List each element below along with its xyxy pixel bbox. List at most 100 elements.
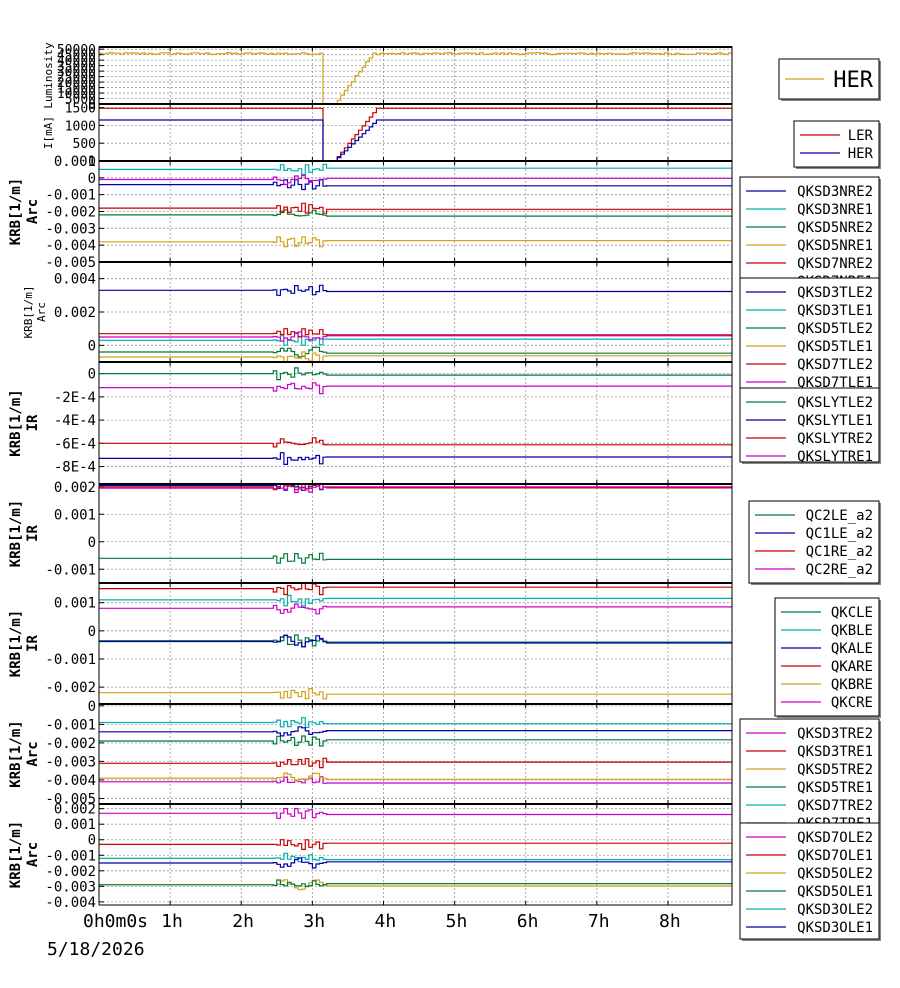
y-tick-label: -0.004 (45, 238, 96, 254)
y-axis-label-2: IR (25, 635, 41, 652)
legend-label: QKSD5TLE1 (797, 339, 873, 355)
x-tick-label: 2h (232, 911, 254, 932)
series-line-qkslytre1 (99, 382, 732, 395)
legend-cur: LER HER (793, 120, 881, 169)
legend-box (739, 277, 880, 397)
legend-label: QKCLE (831, 605, 873, 621)
panel-frame (98, 46, 733, 105)
y-axis-label: KRB[1/m] (8, 389, 24, 456)
legend-label: QKSD3NRE1 (797, 202, 873, 218)
y-tick-label: -0.003 (45, 221, 96, 237)
legend-label: QKSD7TLE2 (797, 357, 873, 373)
x-tick-label: 5h (446, 911, 468, 932)
x-tick-label: 6h (517, 911, 539, 932)
panel-ir1: 0 -2E-4 -4E-4 -6E-4 -8E-4 KRB[1/m] IR (8, 361, 733, 485)
y-axis-label-2: Arc (25, 199, 41, 224)
series-line-qksd3ole1 (99, 857, 732, 869)
y-tick-label: 15000 (57, 82, 96, 97)
legend-label: QKSLYTLE1 (797, 413, 873, 429)
series-line-qksd7nre2 (99, 202, 732, 214)
y-tick-label: -2E-4 (54, 390, 96, 406)
x-tick-label: 1h (161, 911, 183, 932)
legend-label: QKSD3OLE1 (797, 920, 873, 936)
series-line-qksd5tre2 (99, 772, 732, 782)
y-tick-label: 1500 (65, 102, 96, 117)
y-tick-label: 0 (88, 98, 96, 113)
panel-cur: 0 500 1000 1500 I[mA] (42, 102, 733, 170)
legend-ir1: QKSLYTLE2 QKSLYTLE1 QKSLYTRE2 QKSLYTRE1 (739, 387, 881, 465)
legend-label: HER (833, 68, 873, 93)
y-tick-label: -0.005 (45, 791, 96, 807)
y-axis-label: Luminosity (42, 42, 55, 109)
y-tick-label: -0.004 (45, 773, 96, 789)
legend-label: QKSD3NRE2 (797, 184, 873, 200)
series-line-qksd5tle2 (99, 346, 732, 358)
series-line-ler (99, 107, 732, 162)
y-tick-label: -6E-4 (54, 436, 96, 452)
legend-label: QKSD7OLE2 (797, 830, 873, 846)
legend-label: LER (848, 128, 874, 144)
legend-box (739, 387, 880, 463)
series-line-her (99, 119, 732, 162)
legend-ir2: QC2LE_a2 QC1LE_a2 QC1RE_a2 QC2RE_a2 (748, 500, 881, 585)
series-line-qksd7nre1 (99, 174, 732, 186)
series-line-qksd5tre1 (99, 735, 732, 747)
series-line-qksd7ole2 (99, 808, 732, 819)
y-tick-label: -0.002 (45, 736, 96, 752)
y-tick-label: 0.001 (54, 154, 96, 170)
series-line-qkare (99, 582, 732, 596)
legend-label: QKSD7OLE1 (797, 848, 873, 864)
legend-label: QKSD5TRE1 (797, 780, 873, 796)
legend-box (739, 176, 880, 286)
y-tick-label: 0 (88, 624, 96, 640)
y-tick-label: 0.002 (54, 802, 96, 818)
y-tick-label: -0.001 (45, 652, 96, 668)
panel-frame (98, 483, 733, 584)
legend-label: QKSD5NRE2 (797, 220, 873, 236)
y-tick-label: 0.004 (54, 272, 96, 288)
legend-label: QKSD5OLE1 (797, 884, 873, 900)
panel-frame (98, 103, 733, 162)
y-tick-label: 30000 (57, 65, 96, 80)
legend-label: QKBRE (831, 677, 873, 693)
y-tick-label: -0.001 (45, 848, 96, 864)
series-line-qksd5tle1 (99, 351, 732, 363)
series-line-qksd7tre1 (99, 726, 732, 737)
legend-label: QKSLYTLE2 (797, 395, 873, 411)
series-line-qksd3tre2 (99, 776, 732, 784)
x-tick-label: 8h (659, 911, 681, 932)
series-line-qksd7tre2 (99, 717, 732, 728)
legend-box (739, 718, 880, 840)
legend-label: QKSD3TLE1 (797, 303, 873, 319)
x-tick-label: 7h (588, 911, 610, 932)
legend-box (774, 597, 880, 717)
legend-label: QKSD5NRE1 (797, 238, 873, 254)
panel-arc2: 0.004 0.002 0 KRB[1/m] Arc (22, 261, 733, 363)
legend-arc3: QKSD3TRE2 QKSD3TRE1 QKSD5TRE2 QKSD5TRE1 QKSD… (739, 718, 881, 841)
series-line-qksd3tle2 (99, 284, 732, 296)
legend-lum: HER (778, 58, 881, 101)
y-tick-label: 0 (88, 367, 96, 383)
series-line-qksd3ole2 (99, 852, 732, 863)
legend-arc1: QKSD3NRE2 QKSD3NRE1 QKSD5NRE2 QKSD5NRE1 QKSD… (739, 176, 881, 290)
legend-label: QKSLYTRE1 (797, 449, 873, 465)
series-line-qc1re-a2 (99, 483, 732, 491)
y-tick-label: -0.002 (45, 864, 96, 880)
y-tick-label: 20000 (57, 76, 96, 91)
date-label: 5/18/2026 (47, 939, 145, 960)
series-line-qkcre (99, 603, 732, 615)
series-line-qksd5nre1 (99, 236, 732, 248)
series-line-qkcle (99, 634, 732, 648)
y-tick-label: 0 (88, 171, 96, 187)
series-line-qkslytre2 (99, 437, 732, 448)
y-tick-label: -0.002 (45, 680, 96, 696)
y-tick-label: 35000 (57, 60, 96, 75)
legend-label: QKSD7NRE2 (797, 256, 873, 272)
series-line-qksd7ole1 (99, 839, 732, 850)
series-line-qc2re-a2 (99, 483, 732, 494)
y-tick-label: 25000 (57, 71, 96, 86)
series-line-qksd7tle1 (99, 331, 732, 342)
series-line-qkble (99, 594, 732, 607)
series-line-qksd3nre1 (99, 163, 732, 175)
